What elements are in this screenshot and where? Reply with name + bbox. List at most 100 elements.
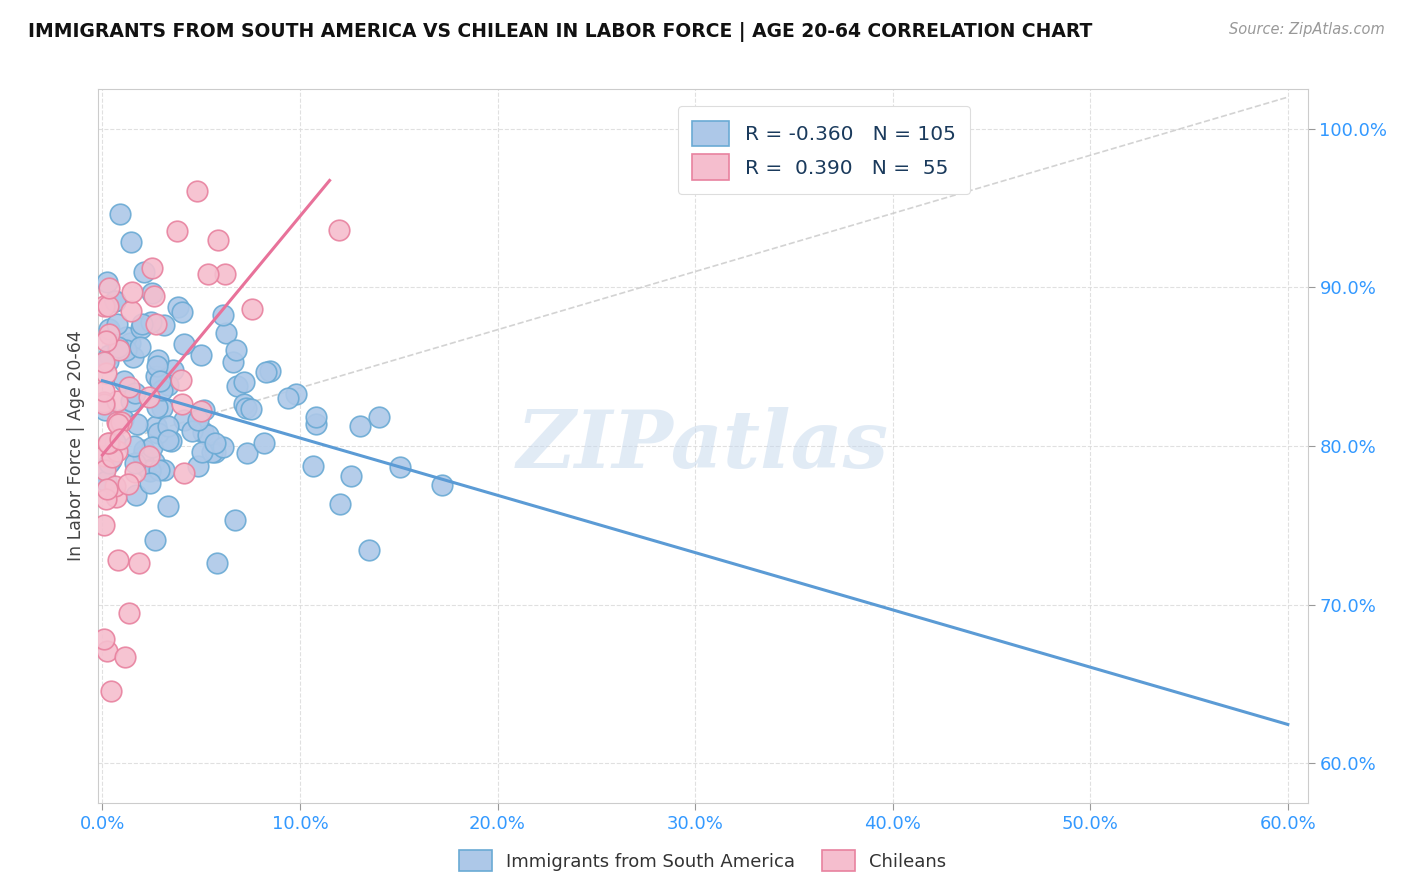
Point [153, 318, 176, 333]
Point [94, 491, 117, 506]
Point [93, 299, 115, 313]
Point [254, 365, 277, 379]
Point [143, 533, 166, 547]
Point [93, 463, 115, 477]
Point [112, 375, 135, 389]
Point [120, 335, 142, 350]
Point [93, 355, 115, 369]
Point [172, 397, 194, 411]
Point [215, 326, 238, 341]
Point [187, 459, 209, 474]
Point [145, 419, 167, 434]
Point [124, 386, 146, 401]
Point [96, 299, 118, 313]
Point [97, 456, 120, 470]
Point [173, 413, 195, 427]
Point [94, 334, 117, 349]
Point [305, 417, 328, 431]
Point [128, 340, 150, 354]
Point [150, 383, 173, 397]
Point [118, 607, 141, 621]
Point [111, 411, 134, 425]
Point [302, 459, 325, 474]
Point [349, 419, 371, 434]
Point [93, 384, 115, 398]
Point [204, 445, 226, 459]
Point [146, 359, 169, 373]
Point [157, 418, 180, 433]
Point [162, 363, 184, 377]
Text: IMMIGRANTS FROM SOUTH AMERICA VS CHILEAN IN LABOR FORCE | AGE 20-64 CORRELATION : IMMIGRANTS FROM SOUTH AMERICA VS CHILEAN… [28, 22, 1092, 42]
Text: ZIPatlas: ZIPatlas [517, 408, 889, 484]
Point [97, 354, 120, 368]
Point [141, 261, 163, 276]
Point [211, 308, 233, 322]
Point [125, 488, 148, 502]
Point [197, 428, 219, 442]
Point [285, 386, 308, 401]
Point [141, 440, 163, 454]
Point [93, 450, 115, 464]
Point [118, 379, 141, 393]
Point [132, 449, 155, 463]
Point [107, 552, 129, 566]
Point [304, 409, 326, 424]
Point [120, 235, 142, 250]
Point [166, 223, 188, 237]
Point [138, 449, 160, 463]
Y-axis label: In Labor Force | Age 20-64: In Labor Force | Age 20-64 [66, 331, 84, 561]
Point [172, 304, 194, 318]
Point [93, 395, 115, 409]
Point [340, 469, 363, 483]
Point [149, 374, 172, 388]
Point [93, 632, 115, 646]
Point [124, 465, 146, 479]
Point [141, 286, 163, 301]
Point [430, 478, 453, 492]
Point [138, 463, 160, 477]
Text: Source: ZipAtlas.com: Source: ZipAtlas.com [1229, 22, 1385, 37]
Point [157, 499, 180, 513]
Point [104, 293, 127, 308]
Point [96, 483, 118, 497]
Point [150, 401, 173, 415]
Point [139, 476, 162, 491]
Point [191, 445, 214, 459]
Point [105, 317, 128, 331]
Point [96, 275, 118, 289]
Point [98, 322, 121, 336]
Point [115, 343, 138, 357]
Point [100, 453, 122, 467]
Point [96, 644, 118, 658]
Point [259, 364, 281, 378]
Point [139, 464, 162, 478]
Point [328, 223, 350, 237]
Point [235, 401, 257, 415]
Point [368, 410, 391, 425]
Point [197, 267, 219, 281]
Point [236, 446, 259, 460]
Point [134, 459, 156, 474]
Point [149, 374, 172, 388]
Point [205, 556, 228, 570]
Point [121, 285, 143, 299]
Point [145, 317, 167, 331]
Point [142, 289, 165, 303]
Point [232, 397, 254, 411]
Point [190, 404, 212, 418]
Point [96, 366, 118, 380]
Point [105, 491, 128, 505]
Point [173, 466, 195, 480]
Point [138, 391, 160, 405]
Point [357, 542, 380, 557]
Point [193, 403, 215, 417]
Point [180, 424, 202, 438]
Point [173, 337, 195, 351]
Point [253, 436, 276, 450]
Point [94, 475, 117, 489]
Point [146, 353, 169, 368]
Point [104, 479, 127, 493]
Point [221, 355, 243, 369]
Point [107, 341, 129, 355]
Point [97, 327, 120, 342]
